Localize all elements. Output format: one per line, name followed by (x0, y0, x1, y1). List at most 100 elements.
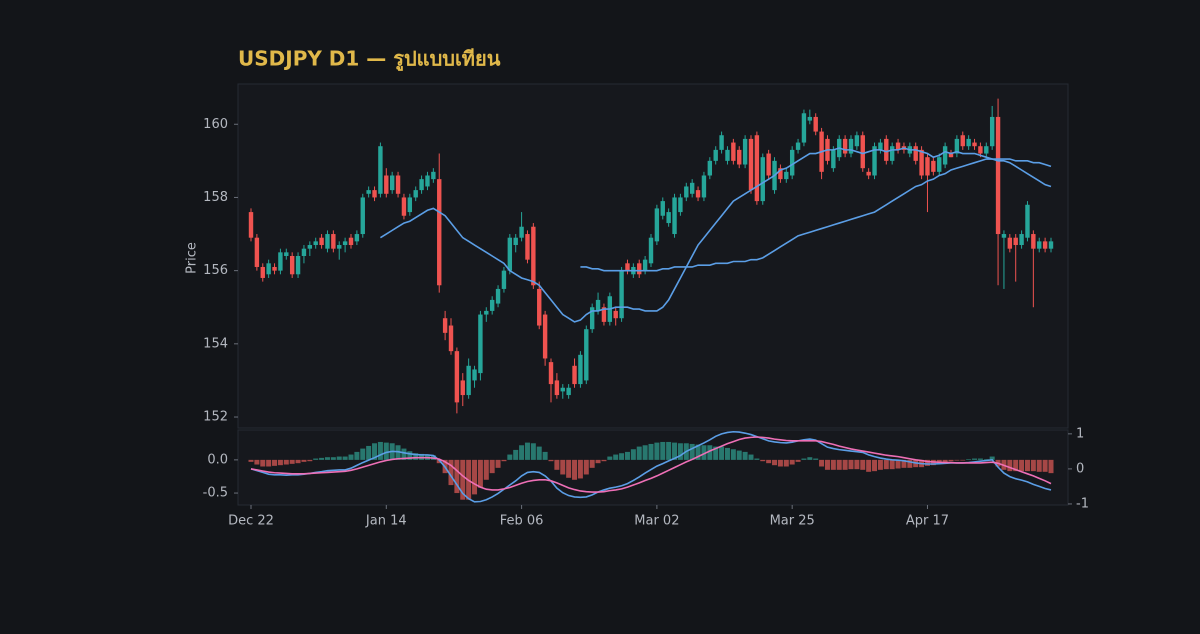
histogram-bar (472, 459, 478, 495)
candle-body (484, 310, 489, 315)
candle-body (448, 325, 454, 352)
histogram-bar (907, 459, 913, 468)
candle-body (925, 157, 930, 176)
histogram-bar (601, 459, 607, 462)
candle-body (931, 160, 936, 172)
histogram-bar (566, 459, 572, 478)
histogram-bar (889, 459, 895, 470)
histogram-bar (307, 459, 313, 462)
candle-body (784, 171, 789, 180)
candle-body (342, 241, 348, 246)
candle-body (542, 314, 548, 359)
histogram-bar (972, 458, 978, 460)
histogram-bar (672, 442, 678, 460)
candle-body (937, 157, 942, 172)
y-tick-label: -0.5 (203, 486, 228, 501)
candle-body (989, 116, 995, 147)
histogram-bar (736, 450, 742, 460)
histogram-bar (701, 445, 707, 460)
histogram-bar (660, 441, 666, 460)
histogram-bar (454, 459, 460, 494)
candle-body (801, 113, 807, 143)
candle-body (966, 138, 971, 147)
candle-body (419, 179, 424, 191)
histogram-bar (530, 443, 536, 460)
histogram-bar (619, 453, 625, 460)
candle-body (748, 138, 754, 191)
histogram-bar (1013, 459, 1019, 472)
candle-body (560, 387, 565, 392)
histogram-bar (613, 454, 619, 460)
candle-body (654, 208, 660, 242)
histogram-bar (577, 459, 583, 479)
histogram-bar (942, 459, 948, 463)
histogram-bar (336, 456, 342, 460)
histogram-bar (536, 446, 542, 460)
histogram-bar (848, 459, 854, 470)
candle-body (389, 175, 395, 191)
candle-body (413, 190, 418, 198)
candle-body (319, 237, 324, 246)
histogram-bar (895, 459, 901, 469)
histogram-bar (954, 459, 960, 461)
histogram-bar (295, 459, 301, 464)
candle-body (507, 237, 513, 271)
histogram-bar (642, 445, 648, 460)
histogram-bar (754, 458, 760, 460)
histogram-bar (560, 459, 566, 475)
candle-body (895, 142, 901, 150)
candle-body (684, 186, 689, 198)
candle-body (289, 256, 295, 275)
candle-body (260, 266, 265, 278)
indicator-line (250, 430, 1052, 503)
candle-body (725, 149, 730, 161)
histogram-bar (748, 454, 754, 460)
histogram-bar (554, 459, 560, 470)
histogram-bar (836, 459, 842, 470)
histogram-bar (501, 459, 507, 462)
histogram-bar (1036, 459, 1042, 472)
candle-body (431, 171, 436, 180)
candle-body (360, 197, 365, 235)
candle-body (678, 197, 683, 213)
histogram-bar (707, 445, 713, 460)
histogram-bar (319, 457, 325, 460)
histogram-bar (401, 448, 407, 460)
candle-body (1025, 204, 1030, 238)
x-tick-label: Dec 22 (228, 514, 274, 529)
candle-body (295, 256, 301, 275)
candle-body (954, 138, 960, 154)
histogram-bar (966, 459, 972, 460)
candle-body (348, 237, 354, 246)
histogram-bar (648, 443, 654, 460)
y-tick-label: 152 (203, 410, 228, 425)
candle-body (942, 146, 948, 165)
moving-average-line (379, 147, 1052, 323)
histogram-bar (677, 443, 683, 460)
histogram-bar (666, 441, 672, 460)
histogram-bar (289, 459, 295, 464)
histogram-bar (1007, 459, 1013, 472)
histogram-bar (989, 456, 995, 460)
candle-body (672, 197, 677, 235)
histogram-bar (742, 451, 748, 460)
histogram-bar (1042, 459, 1048, 472)
histogram-bar (595, 459, 601, 464)
candle-body (601, 307, 607, 322)
y-tick-label: 154 (203, 336, 228, 351)
candle-body (995, 116, 1001, 235)
y2-tick-label: -1 (1076, 496, 1089, 511)
candle-body (848, 138, 854, 154)
candle-body (331, 234, 336, 249)
candle-body (889, 146, 895, 161)
histogram-bar (548, 459, 554, 462)
histogram-bar (801, 458, 807, 460)
candle-body (548, 362, 554, 385)
histogram-bar (977, 458, 983, 460)
candle-body (307, 245, 313, 249)
candle-body (660, 201, 665, 216)
candle-body (1042, 241, 1048, 249)
candle-body (866, 171, 871, 176)
histogram-bar (730, 449, 736, 460)
candle-body (1037, 241, 1042, 249)
